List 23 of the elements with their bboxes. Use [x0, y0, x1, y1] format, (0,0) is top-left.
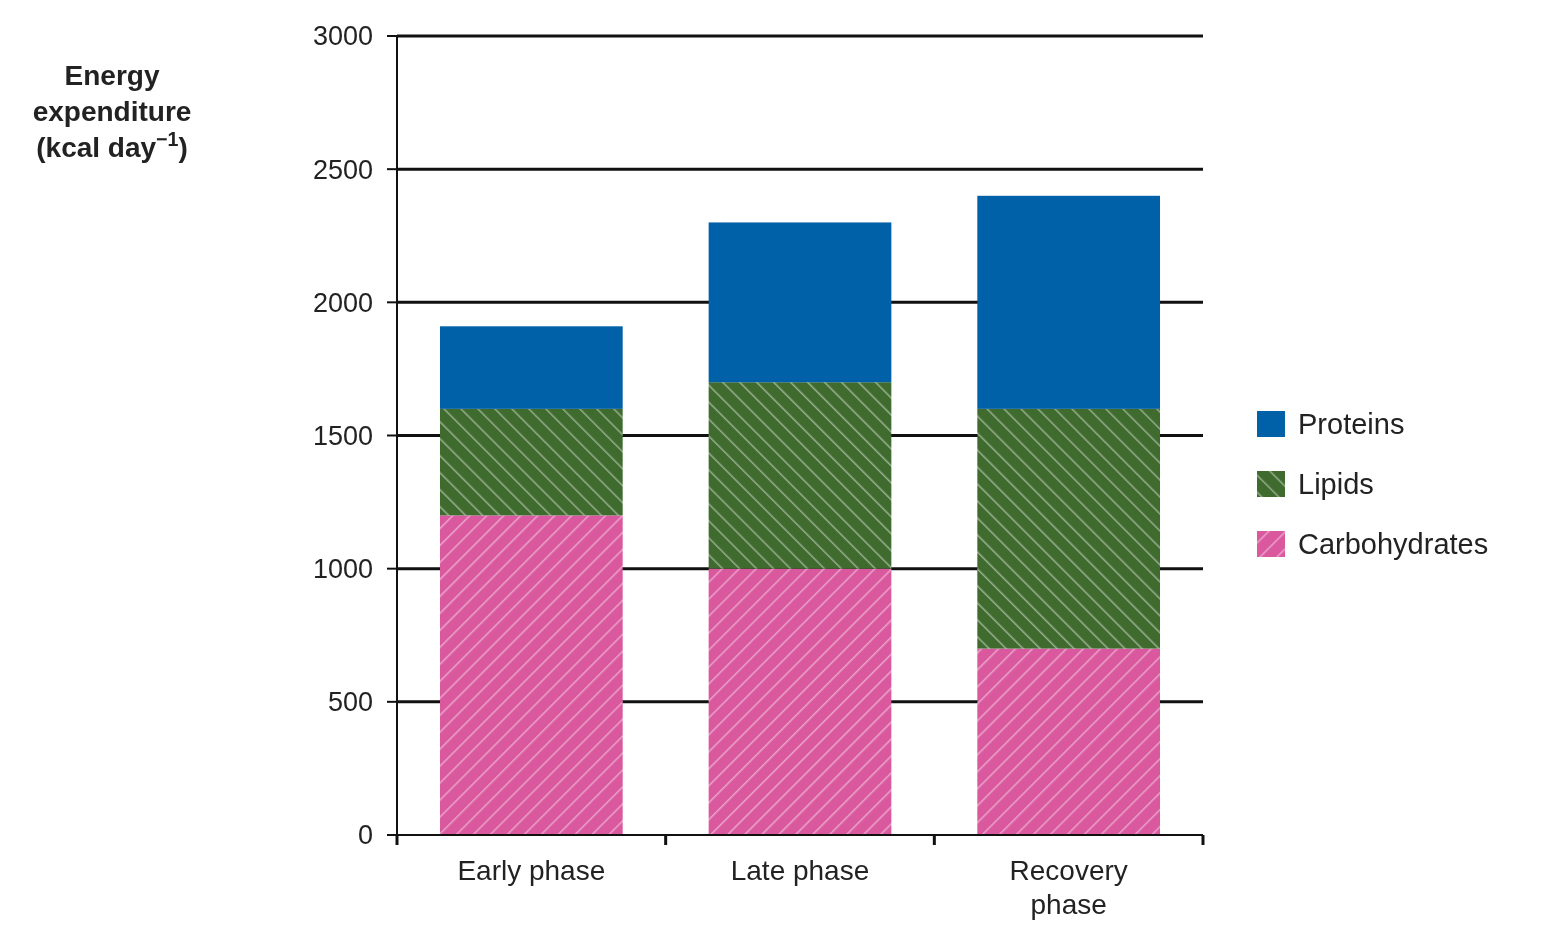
y-axis-title: Energy expenditure (kcal day$^{−1}$) [32, 60, 192, 163]
y-tick-label: 3000 [312, 21, 373, 52]
bar [977, 195, 1161, 409]
legend-label: Lipids [1298, 468, 1374, 501]
y-tick-label: 2500 [312, 154, 373, 185]
x-tick-label: Early phase [457, 855, 606, 886]
y-tick-label: 2000 [312, 287, 373, 318]
bar [708, 568, 892, 835]
bar [439, 326, 623, 409]
bar [977, 648, 1161, 835]
bar [977, 408, 1161, 649]
y-tick-label: 0 [357, 820, 373, 851]
y-tick-label: 1500 [312, 420, 373, 451]
x-tick-label: Recovery phase [1009, 855, 1128, 920]
bar [439, 408, 623, 516]
x-tick-label: Late phase [730, 855, 870, 886]
bar [708, 222, 892, 383]
y-tick-label: 500 [327, 687, 373, 718]
bar [708, 382, 892, 569]
bar [439, 515, 623, 835]
legend-label: Carbohydrates [1298, 528, 1489, 561]
legend-label: Proteins [1298, 408, 1405, 441]
y-tick-label: 1000 [312, 554, 373, 585]
